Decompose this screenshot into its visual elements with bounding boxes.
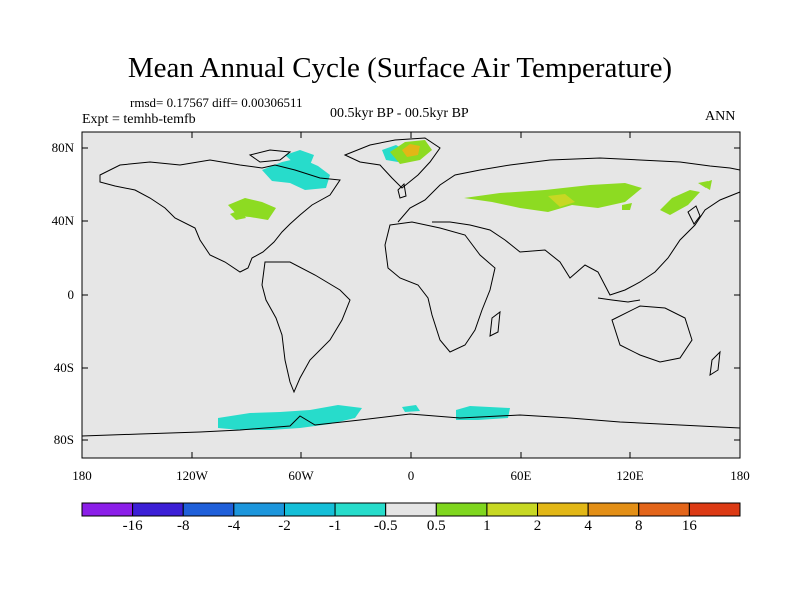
patch-green-na2: [230, 210, 246, 220]
coast-north-america: [99, 159, 341, 273]
coast-australia: [611, 305, 693, 363]
x-tick-label-120e: 120E: [616, 468, 644, 483]
anomaly-patches: [218, 140, 712, 430]
colorbar-label: 2: [533, 518, 542, 534]
x-tick-label-180e: 180: [730, 468, 750, 483]
coast-africa: [384, 221, 496, 353]
coastlines: [81, 137, 741, 437]
patch-cyan-hudson: [285, 150, 314, 165]
colorbar-label: 1: [483, 518, 491, 534]
y-tick-label-40s: 40S: [53, 360, 74, 375]
x-tick-label-60e: 60E: [510, 468, 532, 483]
coast-indonesia: [597, 297, 641, 303]
coast-europe-asia: [397, 157, 741, 223]
experiment-label: Expt = temhb-temfb: [82, 112, 196, 127]
colorbar: [81, 502, 741, 517]
coast-madagascar: [489, 310, 501, 337]
colorbar-label: 8: [635, 518, 643, 534]
colorbar-box: [638, 502, 690, 517]
colorbar-box: [182, 502, 235, 517]
colorbar-box: [385, 502, 437, 517]
coast-antarctica: [81, 413, 741, 437]
coast-uk: [397, 182, 407, 199]
colorbar-box: [688, 502, 741, 517]
y-tick-label-40n: 40N: [51, 213, 74, 228]
coast-asia-south: [432, 191, 741, 296]
colorbar-label: -16: [122, 518, 143, 534]
x-tick-label-0: 0: [407, 468, 415, 483]
coast-arctic-islands: [248, 149, 292, 163]
coast-greenland: [343, 137, 441, 189]
colorbar-label: 16: [681, 518, 697, 534]
patch-green-small1: [622, 203, 632, 210]
patch-orange-greenland: [402, 144, 420, 157]
colorbar-box: [81, 502, 134, 517]
colorbar-box: [132, 502, 184, 517]
colorbar-label: -0.5: [373, 518, 398, 534]
period-label: 00.5kyr BP - 00.5kyr BP: [330, 106, 469, 121]
patch-green-small2: [700, 180, 712, 190]
stats-text: rmsd= 0.17567 diff= 0.00306511: [130, 95, 303, 110]
colorbar-box: [233, 502, 285, 517]
x-tick-label-120w: 120W: [176, 468, 208, 483]
y-tick-label-80n: 80N: [51, 140, 74, 155]
colorbar-label: -4: [227, 518, 241, 534]
season-label: ANN: [705, 109, 736, 124]
x-tick-label-180w: 180: [72, 468, 92, 483]
y-tick-label-0: 0: [67, 287, 75, 302]
coast-japan: [687, 205, 701, 225]
colorbar-box: [486, 502, 539, 517]
colorbar-box: [587, 502, 640, 517]
page-title: Mean Annual Cycle (Surface Air Temperatu…: [127, 52, 673, 84]
coast-south-america: [261, 261, 351, 394]
colorbar-box: [283, 502, 336, 517]
colorbar-label: -8: [176, 518, 190, 534]
colorbar-box: [435, 502, 488, 517]
colorbar-box: [334, 502, 387, 517]
patch-yellow-asia: [548, 194, 575, 207]
colorbar-label: -2: [278, 518, 291, 534]
axis-ticks: [81, 132, 741, 458]
colorbar-label: -1: [328, 518, 342, 534]
colorbar-label: 4: [584, 518, 592, 534]
patch-cyan-ant3: [402, 405, 420, 412]
x-tick-label-60w: 60W: [288, 468, 314, 483]
coast-nz: [709, 350, 721, 376]
colorbar-label: 0.5: [426, 518, 446, 534]
colorbar-box: [537, 502, 589, 517]
y-tick-label-80s: 80S: [53, 432, 74, 447]
patch-green-eastasia: [660, 190, 700, 215]
